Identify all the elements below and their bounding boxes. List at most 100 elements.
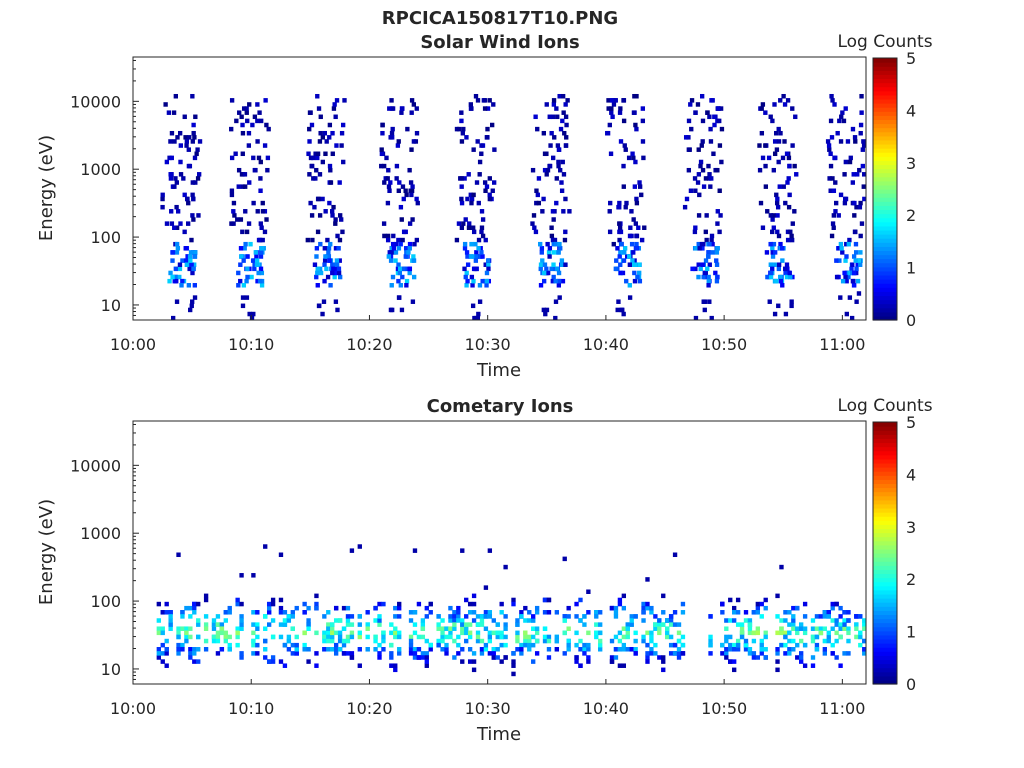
heatmap-cell bbox=[499, 659, 504, 664]
heatmap-cell bbox=[385, 233, 391, 239]
heatmap-cell bbox=[385, 200, 391, 206]
heatmap-cell bbox=[333, 266, 338, 272]
heatmap-cell bbox=[479, 622, 485, 627]
heatmap-cell bbox=[617, 638, 623, 644]
heatmap-cell bbox=[776, 159, 781, 165]
heatmap-cell bbox=[167, 278, 172, 284]
heatmap-cell bbox=[617, 237, 622, 243]
heatmap-cell bbox=[775, 647, 780, 652]
heatmap-cell bbox=[243, 209, 248, 214]
colorbar-swatch bbox=[873, 70, 897, 75]
heatmap-cell bbox=[779, 564, 784, 570]
heatmap-cell bbox=[620, 270, 626, 276]
heatmap-cell bbox=[709, 176, 714, 181]
heatmap-cell bbox=[657, 655, 662, 660]
heatmap-cell bbox=[491, 180, 497, 185]
heatmap-cell bbox=[172, 184, 177, 189]
heatmap-cell bbox=[483, 614, 489, 619]
colorbar-swatch bbox=[873, 160, 897, 166]
heatmap-cell bbox=[306, 605, 311, 611]
heatmap-cell bbox=[551, 102, 557, 107]
heatmap-cell bbox=[315, 270, 320, 276]
heatmap-cell bbox=[776, 126, 781, 132]
heatmap-cell bbox=[834, 274, 840, 280]
heatmap-cell bbox=[428, 647, 433, 652]
heatmap-cell bbox=[188, 258, 193, 263]
heatmap-cell bbox=[758, 200, 764, 206]
heatmap-cell bbox=[709, 237, 714, 243]
heatmap-cell bbox=[487, 610, 493, 615]
heatmap-cell bbox=[286, 614, 292, 619]
heatmap-cell bbox=[180, 642, 185, 648]
heatmap-cell bbox=[613, 605, 619, 611]
heatmap-cell bbox=[160, 610, 165, 615]
heatmap-cell bbox=[469, 196, 475, 202]
heatmap-cell bbox=[316, 303, 322, 309]
heatmap-cell bbox=[187, 254, 193, 259]
heatmap-cell bbox=[156, 651, 161, 656]
colorbar-swatch bbox=[873, 279, 897, 284]
heatmap-cell bbox=[167, 155, 172, 161]
colorbar-swatch bbox=[873, 426, 897, 431]
heatmap-cell bbox=[751, 610, 757, 615]
heatmap-cell bbox=[855, 172, 860, 177]
heatmap-cell bbox=[689, 126, 694, 132]
heatmap-cell bbox=[732, 618, 737, 623]
colorbar-swatch bbox=[873, 548, 897, 554]
heatmap-cell bbox=[732, 647, 737, 652]
heatmap-cell bbox=[308, 155, 314, 161]
heatmap-cell bbox=[834, 655, 839, 660]
heatmap-cell bbox=[389, 283, 394, 288]
colorbar-tick-label: 0 bbox=[906, 311, 916, 330]
heatmap-cell bbox=[547, 163, 553, 169]
heatmap-cell bbox=[842, 610, 847, 615]
heatmap-cell bbox=[314, 601, 319, 607]
heatmap-cell bbox=[306, 618, 311, 623]
heatmap-cell bbox=[847, 159, 853, 165]
heatmap-cell bbox=[634, 241, 639, 247]
colorbar-swatch bbox=[873, 303, 897, 309]
heatmap-cell bbox=[414, 196, 419, 202]
heatmap-cell bbox=[448, 626, 453, 631]
heatmap-cell bbox=[191, 266, 196, 272]
heatmap-cell bbox=[627, 283, 632, 288]
heatmap-cell bbox=[511, 601, 516, 607]
heatmap-cell bbox=[188, 655, 193, 660]
heatmap-cell bbox=[322, 246, 327, 251]
heatmap-cell bbox=[428, 610, 433, 615]
heatmap-cell bbox=[780, 258, 785, 263]
heatmap-cell bbox=[393, 250, 399, 255]
heatmap-cell bbox=[197, 139, 203, 144]
heatmap-cell bbox=[365, 626, 370, 631]
heatmap-cell bbox=[782, 102, 788, 107]
heatmap-cell bbox=[254, 258, 260, 263]
heatmap-cell bbox=[743, 642, 749, 648]
heatmap-cell bbox=[480, 278, 485, 284]
heatmap-cell bbox=[799, 659, 804, 664]
heatmap-cell bbox=[394, 241, 399, 247]
colorbar-swatch bbox=[873, 434, 897, 439]
heatmap-cell bbox=[785, 237, 791, 243]
heatmap-cell bbox=[313, 151, 318, 157]
heatmap-cell bbox=[858, 614, 863, 619]
heatmap-cell bbox=[759, 638, 764, 644]
heatmap-cell bbox=[668, 622, 674, 627]
heatmap-cell bbox=[829, 93, 834, 99]
heatmap-cell bbox=[459, 184, 464, 189]
heatmap-cell bbox=[242, 172, 248, 177]
heatmap-cell bbox=[613, 614, 619, 619]
heatmap-cell bbox=[259, 225, 264, 230]
heatmap-cell bbox=[306, 626, 311, 631]
figure-title: RPCICA150817T10.PNG bbox=[382, 8, 618, 29]
heatmap-cell bbox=[386, 167, 391, 173]
heatmap-cell bbox=[822, 614, 827, 619]
heatmap-cell bbox=[491, 655, 496, 660]
heatmap-cell bbox=[859, 221, 865, 226]
heatmap-cell bbox=[779, 626, 784, 631]
heatmap-cell bbox=[333, 651, 339, 656]
heatmap-cell bbox=[251, 610, 256, 615]
heatmap-cell bbox=[551, 241, 556, 247]
heatmap-cell bbox=[582, 647, 587, 652]
heatmap-cell bbox=[617, 597, 623, 603]
heatmap-cell bbox=[787, 630, 792, 636]
